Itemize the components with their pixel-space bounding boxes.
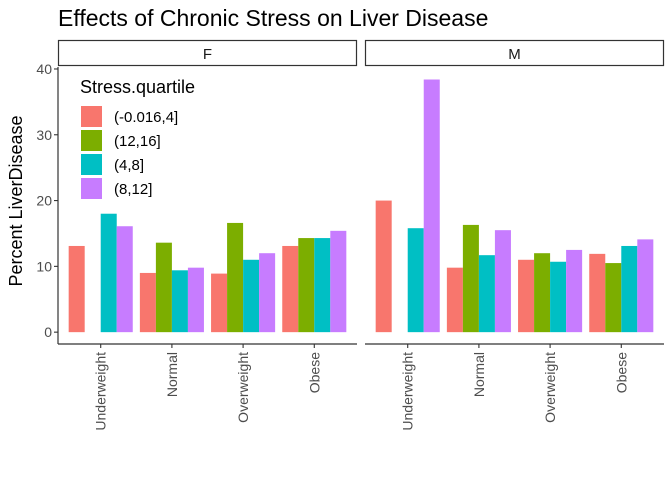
x-tick-label: Underweight bbox=[93, 352, 109, 431]
y-tick-label: 20 bbox=[36, 193, 52, 209]
bar bbox=[243, 259, 260, 333]
facet-panels: F Underweight Normal Overweight Obese M Underw… bbox=[57, 39, 665, 431]
y-tick-label: 40 bbox=[36, 61, 52, 77]
legend-entry-label: (8,12] bbox=[114, 181, 152, 198]
legend-swatch bbox=[81, 130, 102, 151]
bar bbox=[478, 255, 495, 333]
bar bbox=[407, 228, 424, 333]
y-tick-label: 10 bbox=[36, 258, 52, 274]
legend-title: Stress.quartile bbox=[80, 77, 195, 97]
legend-entry-label: (4,8] bbox=[114, 157, 144, 174]
bar bbox=[518, 259, 535, 333]
bar bbox=[211, 273, 228, 333]
bar bbox=[282, 245, 299, 333]
x-tick-label: Normal bbox=[471, 352, 487, 397]
bar bbox=[534, 253, 551, 333]
bar bbox=[566, 249, 583, 333]
bar bbox=[139, 272, 156, 333]
bar bbox=[116, 226, 133, 333]
bar bbox=[621, 245, 638, 333]
legend: Stress.quartile (-0.016,4] (12,16] (4,8] (8… bbox=[80, 77, 195, 199]
bar bbox=[589, 253, 606, 333]
bar bbox=[637, 239, 654, 333]
facet-strip bbox=[364, 39, 665, 67]
y-axis-title: Percent LiverDisease bbox=[6, 115, 26, 286]
bar bbox=[423, 79, 440, 333]
facet-strip-label: M bbox=[508, 46, 521, 63]
bar bbox=[462, 224, 479, 333]
legend-entry-label: (-0.016,4] bbox=[114, 109, 178, 126]
y-axis: 0 10 20 30 40 bbox=[36, 61, 59, 344]
x-tick-label: Obese bbox=[306, 352, 322, 393]
x-tick-label: Obese bbox=[613, 352, 629, 393]
facet-strip bbox=[57, 39, 358, 67]
chart-title: Effects of Chronic Stress on Liver Disea… bbox=[58, 5, 488, 31]
facet-strip-label: F bbox=[203, 46, 212, 63]
bar bbox=[227, 222, 244, 333]
bar bbox=[314, 238, 331, 333]
x-tick-label: Underweight bbox=[400, 352, 416, 431]
legend-entry-label: (12,16] bbox=[114, 133, 161, 150]
bar bbox=[550, 261, 567, 333]
bar bbox=[298, 238, 315, 333]
y-tick-label: 0 bbox=[44, 324, 52, 340]
bar bbox=[187, 267, 204, 333]
bar bbox=[494, 230, 511, 333]
x-tick-label: Normal bbox=[164, 352, 180, 397]
panel-f: F Underweight Normal Overweight Obese bbox=[57, 39, 358, 431]
bar bbox=[155, 242, 172, 333]
bar bbox=[171, 270, 188, 333]
legend-swatch bbox=[81, 106, 102, 127]
x-tick-label: Overweight bbox=[542, 352, 558, 423]
bar bbox=[100, 213, 117, 333]
legend-swatch bbox=[81, 178, 102, 199]
bar bbox=[330, 230, 347, 333]
legend-swatch bbox=[81, 154, 102, 175]
bar bbox=[375, 200, 392, 333]
panel-m: M Underweight Normal Overweight Obese bbox=[364, 39, 665, 431]
x-tick-label: Overweight bbox=[235, 352, 251, 423]
bar bbox=[446, 267, 463, 333]
bar bbox=[259, 253, 276, 333]
y-tick-label: 30 bbox=[36, 127, 52, 143]
bar bbox=[68, 245, 85, 333]
bar bbox=[605, 263, 622, 333]
legend-items: (-0.016,4] (12,16] (4,8] (8,12] bbox=[81, 106, 178, 199]
